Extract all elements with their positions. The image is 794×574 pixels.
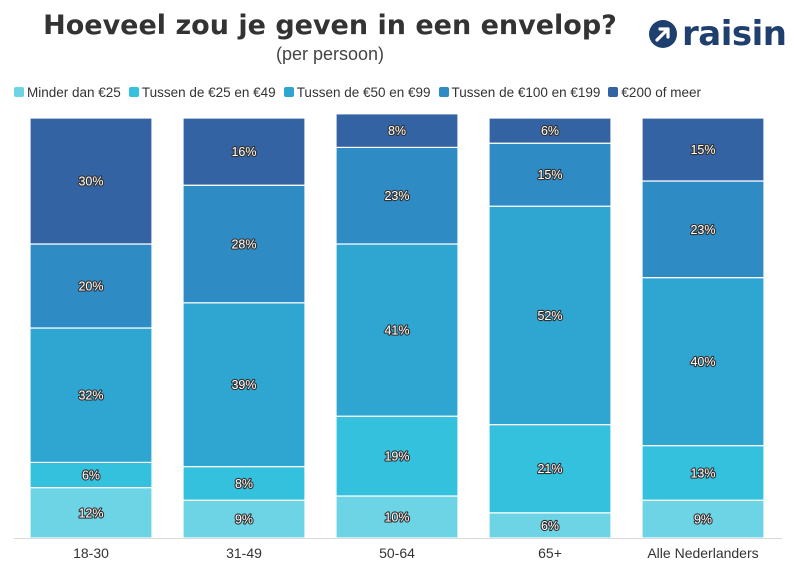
bar-segment	[335, 415, 459, 497]
data-label: 23%	[690, 223, 715, 237]
data-label: 19%	[384, 450, 409, 464]
bar-segment	[641, 445, 765, 501]
data-label: 41%	[384, 324, 409, 338]
brand-name: raisin	[682, 14, 787, 54]
bar-segment	[335, 495, 459, 539]
data-label: 21%	[537, 462, 562, 476]
data-label: 16%	[231, 145, 256, 159]
legend-item: Tussen de €50 en €99	[283, 84, 431, 100]
bar-segment	[335, 113, 459, 149]
brand-logo: raisin	[648, 14, 787, 54]
chart-legend: Minder dan €25 Tussen de €25 en €49 Tussen…	[14, 82, 784, 102]
data-label: 32%	[78, 389, 103, 403]
data-label: 13%	[690, 466, 715, 480]
x-tick-label: 31-49	[226, 545, 262, 561]
bar-segment	[641, 117, 765, 182]
data-label: 6%	[541, 124, 559, 138]
bar-segment	[335, 146, 459, 245]
bar-segment	[29, 243, 153, 329]
bar-segment	[641, 499, 765, 539]
bar-segment	[488, 117, 612, 144]
legend-label: Minder dan €25	[27, 84, 121, 100]
bar-segment	[29, 487, 153, 539]
legend-swatch	[438, 87, 449, 97]
data-label: 28%	[231, 238, 256, 252]
data-label: 9%	[235, 513, 253, 527]
x-tick-label: 65+	[538, 545, 562, 561]
data-label: 8%	[235, 477, 253, 491]
legend-item: Tussen de €100 en €199	[438, 84, 601, 100]
legend-label: Tussen de €25 en €49	[141, 84, 276, 100]
data-label: 10%	[384, 511, 409, 525]
chart-title: Hoeveel zou je geven in een envelop?	[43, 10, 617, 41]
x-tick-label: Alle Nederlanders	[647, 545, 758, 561]
legend-item: Minder dan €25	[14, 85, 121, 100]
bar-segment	[182, 302, 306, 468]
legend-swatch	[14, 87, 24, 97]
legend-label: €200 of meer	[621, 84, 701, 100]
bar-segment	[182, 466, 306, 501]
bar-segment	[335, 243, 459, 417]
legend-swatch	[283, 87, 294, 97]
data-label: 40%	[690, 355, 715, 369]
data-label: 12%	[78, 506, 103, 520]
data-label: 23%	[384, 189, 409, 203]
raisin-arrow-icon	[649, 20, 677, 48]
bar-segment	[488, 424, 612, 514]
data-label: 30%	[78, 175, 103, 189]
data-label: 8%	[388, 124, 406, 138]
data-label: 15%	[690, 143, 715, 157]
legend-swatch	[608, 87, 619, 97]
legend-item: Tussen de €25 en €49	[128, 84, 276, 100]
data-label: 52%	[537, 309, 562, 323]
bar-segment	[488, 205, 612, 426]
bar-segment	[29, 327, 153, 463]
bar-segment	[641, 180, 765, 279]
legend-swatch	[128, 87, 139, 97]
x-tick-label: 50-64	[379, 545, 415, 561]
legend-item: €200 of meer	[608, 85, 701, 100]
chart-subtitle: (per persoon)	[275, 44, 385, 64]
legend-label: Tussen de €100 en €199	[451, 84, 601, 100]
x-tick-label: 18-30	[73, 545, 109, 561]
bar-segment	[182, 117, 306, 186]
legend-label: Tussen de €50 en €99	[296, 84, 431, 100]
data-label: 20%	[78, 280, 103, 294]
data-label: 6%	[541, 519, 559, 533]
bar-segment	[29, 117, 153, 245]
data-label: 9%	[694, 513, 712, 527]
bar-segment	[641, 277, 765, 447]
data-label: 6%	[82, 469, 100, 483]
data-label: 15%	[537, 168, 562, 182]
data-label: 39%	[231, 378, 256, 392]
bar-segment	[182, 184, 306, 304]
